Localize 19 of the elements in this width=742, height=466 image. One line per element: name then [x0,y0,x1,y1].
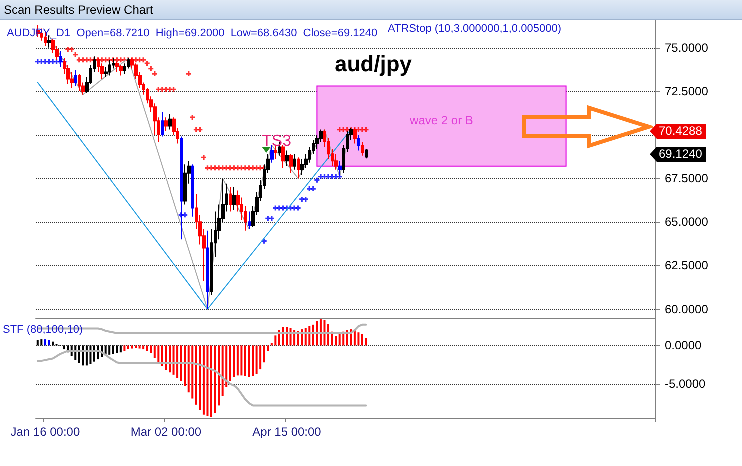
annotation: ATRStop (10,3.000000,1,0.005000) [388,23,562,35]
annotation: TS3 [262,133,292,151]
y-tick-label: 72.5000 [665,84,709,98]
text: 69.1240 [650,147,706,162]
x-tick-label: Jan 16 00:00 [10,425,80,439]
y-tick-label: 60.0000 [665,302,709,316]
y-tick-label: 75.0000 [665,40,709,55]
title-bar: Scan Results Preview Chart [0,0,742,20]
y-tick-label: -5.0000 [665,377,706,392]
x-tick-label: Mar 02 00:00 [130,425,202,439]
y-tick-label: 0.0000 [665,338,702,353]
y-tick-label: 62.5000 [665,258,709,273]
y-tick-label: 65.0000 [665,215,709,230]
y-tick-label: 67.5000 [665,172,709,186]
text: aud/jpy [335,52,413,76]
annotation: STF (80,100,10) [3,324,84,336]
band-label: wave 2 or B [409,113,474,128]
text: 70.4288 [650,124,706,139]
x-tick-label: Apr 15 00:00 [252,425,322,439]
